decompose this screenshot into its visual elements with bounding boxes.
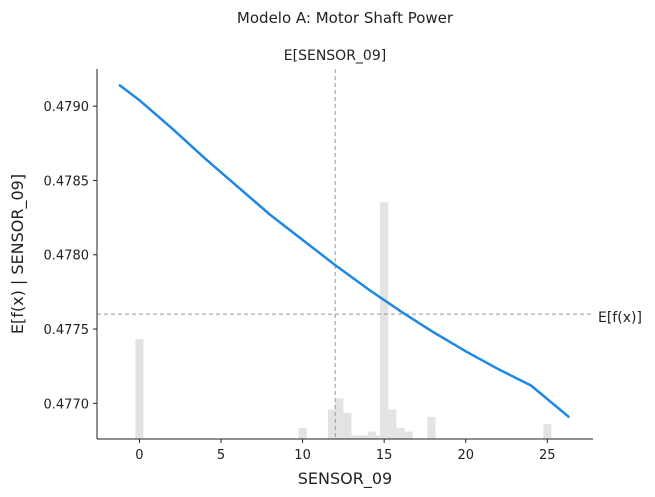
histogram-bar-13 — [427, 416, 436, 439]
ticks: 0 5 10 15 20 25 0.4770 0.4775 0.4780 0.4785 0.4790 — [44, 100, 556, 463]
histogram-bar-7 — [367, 431, 376, 439]
histogram-bar-4 — [343, 413, 352, 439]
x-tick-label-0: 0 — [135, 448, 143, 463]
x-tick-label-20: 20 — [457, 448, 474, 463]
series-line-0 — [118, 84, 570, 418]
x-axis-label: SENSOR_09 — [298, 469, 392, 489]
y-tick-label-3: 0.4785 — [44, 174, 90, 189]
y-tick-label-1: 0.4775 — [44, 323, 90, 338]
histogram-bar-11 — [396, 427, 405, 439]
y-tick-label-2: 0.4780 — [44, 249, 90, 264]
y-tick-label-4: 0.4790 — [44, 100, 90, 115]
histogram-bar-3 — [335, 398, 344, 439]
reference-lines — [97, 69, 593, 439]
x-tick-label-10: 10 — [294, 448, 311, 463]
chart-title: Modelo A: Motor Shaft Power — [237, 9, 454, 27]
histogram-bar-14 — [543, 424, 552, 439]
x-tick-label-5: 5 — [217, 448, 225, 463]
histogram-bar-1 — [298, 427, 307, 439]
histogram-bar-0 — [135, 339, 144, 439]
x-tick-label-25: 25 — [539, 448, 556, 463]
histogram-bar-9 — [380, 202, 389, 439]
histogram-bar-10 — [388, 409, 397, 439]
y-tick-label-0: 0.4770 — [44, 397, 90, 412]
histogram-bar-12 — [404, 431, 413, 439]
histogram — [135, 202, 552, 439]
histogram-bar-6 — [359, 435, 368, 439]
horizontal-reference-label: E[f(x)] — [598, 310, 642, 326]
axes — [96, 69, 593, 440]
y-axis-label: E[f(x) | SENSOR_09] — [8, 174, 28, 334]
x-tick-label-15: 15 — [376, 448, 393, 463]
histogram-bar-2 — [327, 409, 337, 439]
histogram-bar-5 — [351, 435, 360, 439]
vertical-reference-label: E[SENSOR_09] — [284, 48, 386, 64]
series-layer — [118, 84, 570, 418]
